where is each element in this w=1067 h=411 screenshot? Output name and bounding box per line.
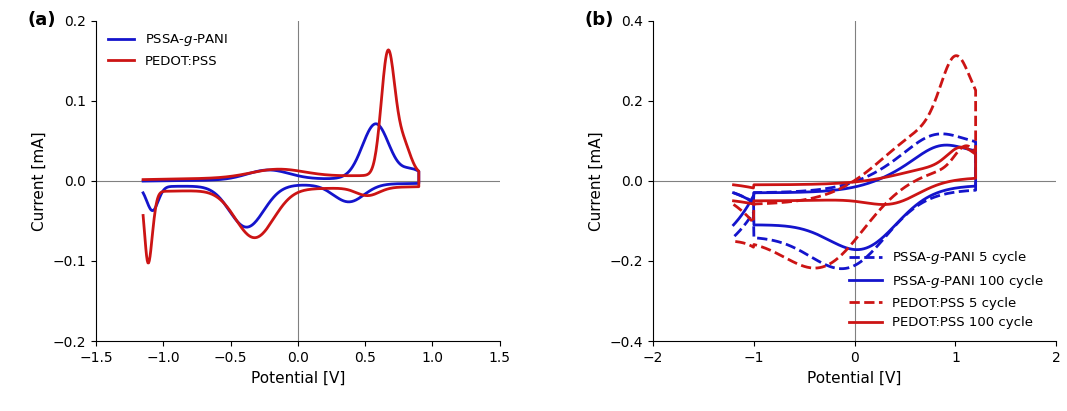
Y-axis label: Current [mA]: Current [mA] <box>589 131 604 231</box>
X-axis label: Potential [V]: Potential [V] <box>251 370 345 386</box>
Legend: PSSA-$g$-PANI 5 cycle, PSSA-$g$-PANI 100 cycle, PEDOT:PSS 5 cycle, PEDOT:PSS 100: PSSA-$g$-PANI 5 cycle, PSSA-$g$-PANI 100… <box>844 244 1050 335</box>
Y-axis label: Current [mA]: Current [mA] <box>32 131 47 231</box>
Text: (b): (b) <box>585 11 614 29</box>
Text: (a): (a) <box>28 11 55 29</box>
X-axis label: Potential [V]: Potential [V] <box>808 370 902 386</box>
Legend: PSSA-$g$-PANI, PEDOT:PSS: PSSA-$g$-PANI, PEDOT:PSS <box>102 27 234 73</box>
